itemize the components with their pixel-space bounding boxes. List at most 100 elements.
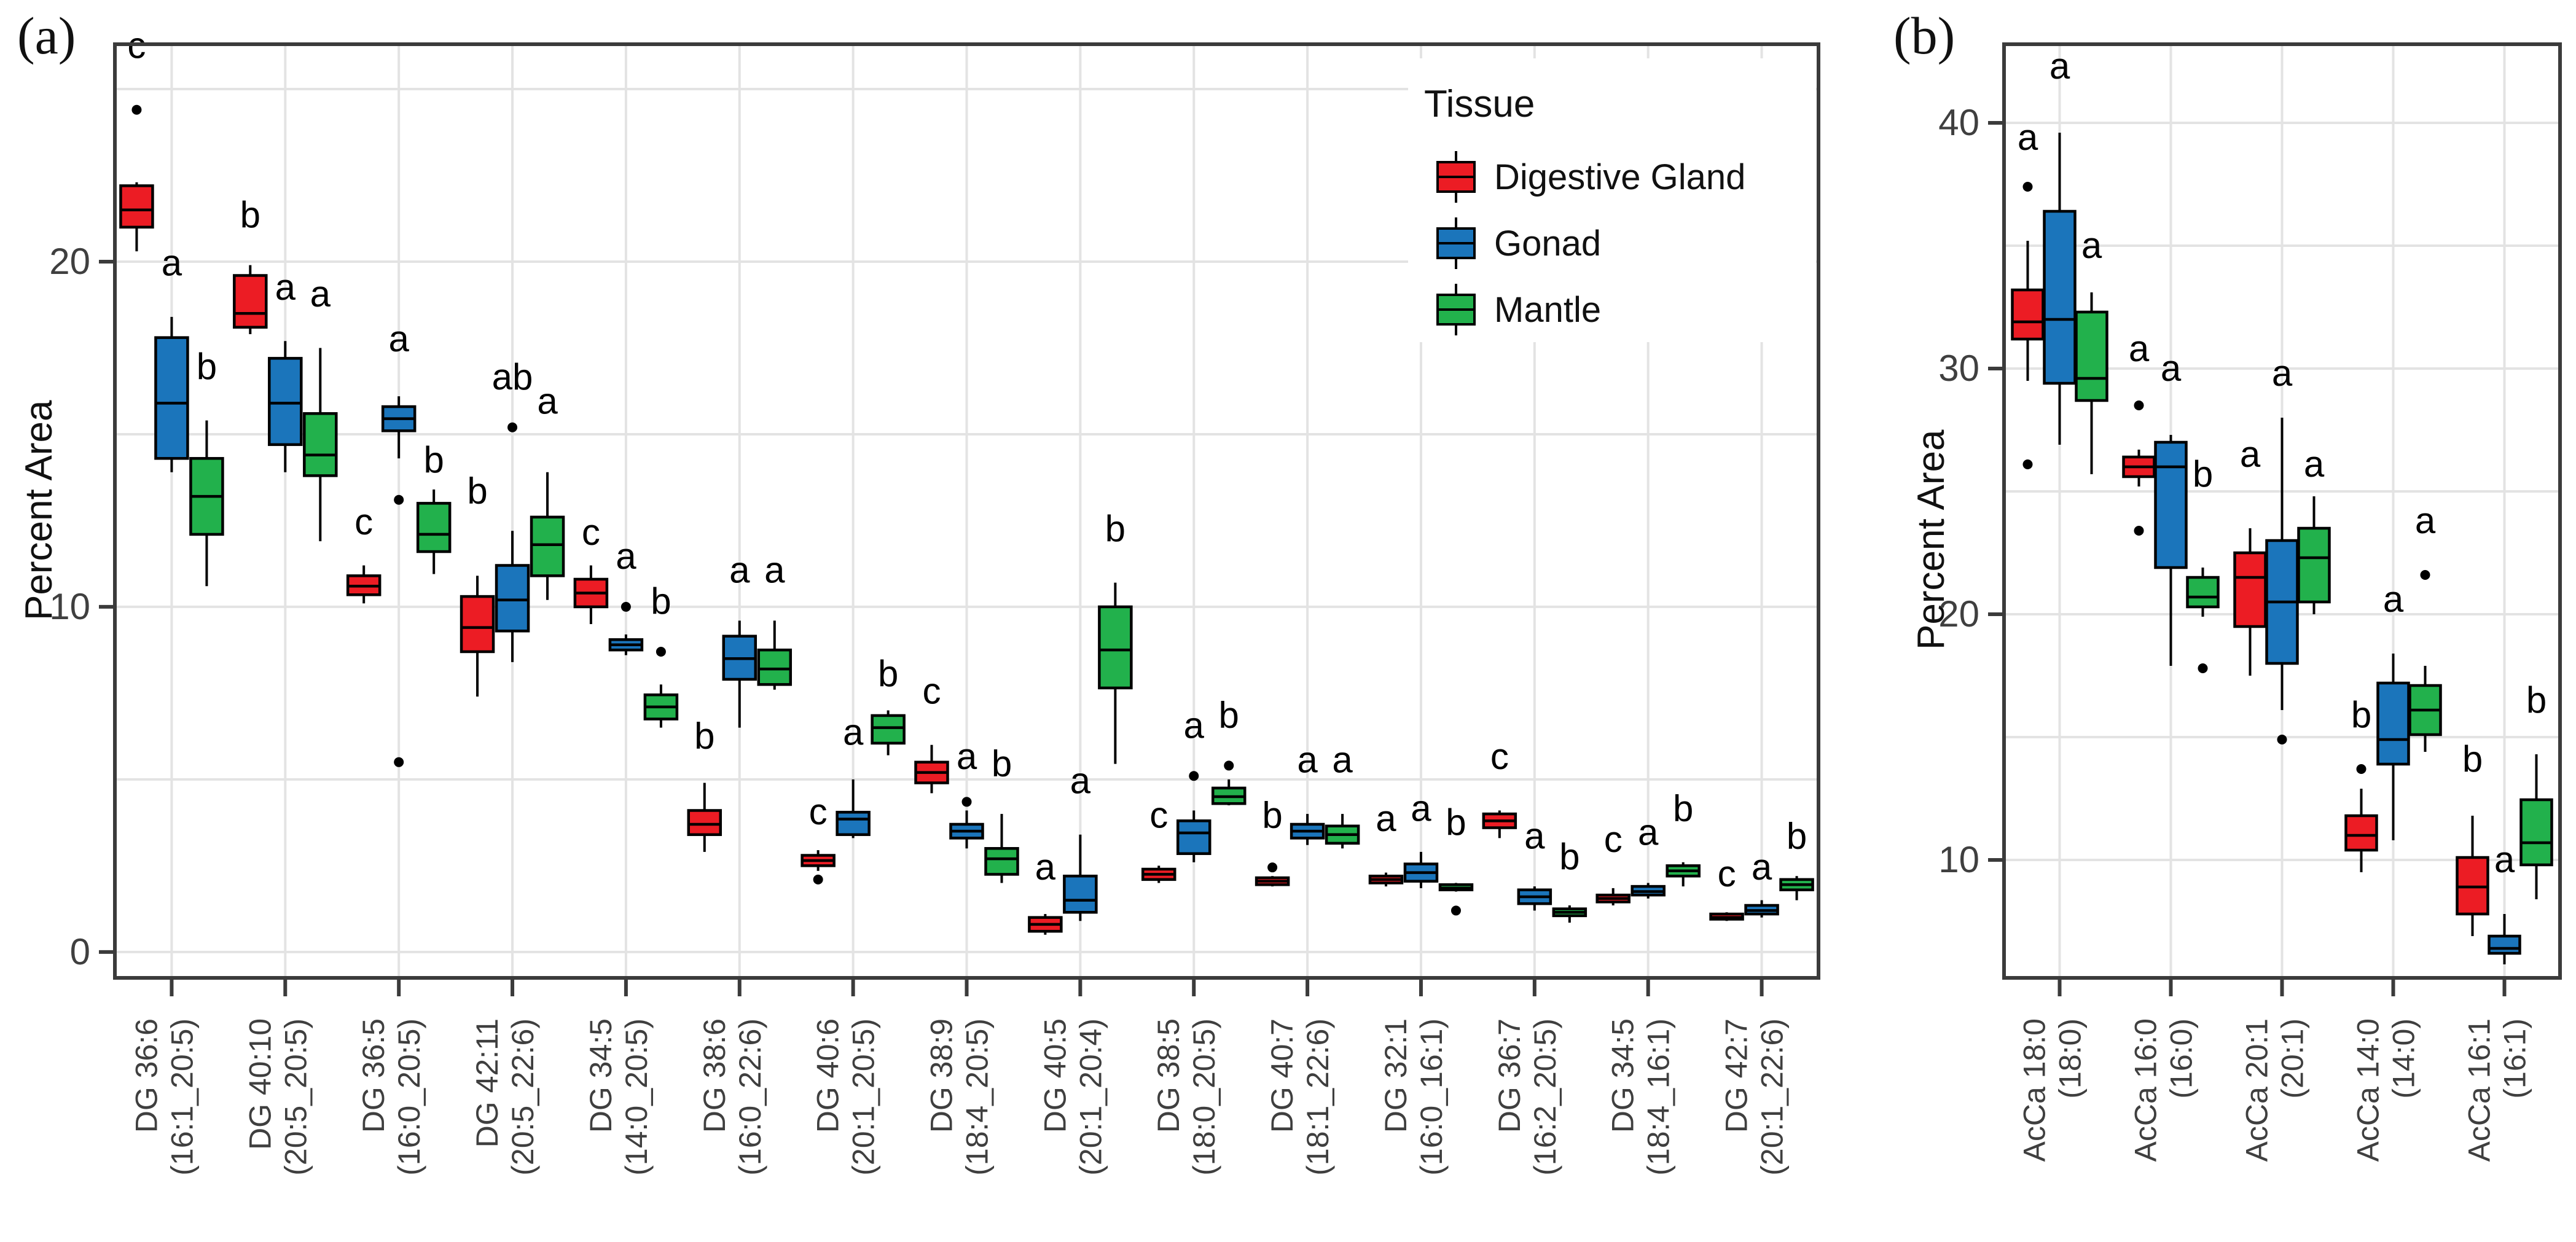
- outlier-dot: [2356, 764, 2367, 774]
- outlier-dot: [507, 422, 518, 432]
- x-tick-label-line2: (18:4_20:5): [960, 1018, 995, 1176]
- x-tick-label-line1: AcCa 20:1: [2240, 1018, 2274, 1162]
- x-tick-label-line1: DG 40:5: [1038, 1018, 1072, 1133]
- y-tick-label: 10: [49, 586, 90, 627]
- outlier-dot: [2134, 400, 2144, 410]
- sig-letter: b: [1219, 695, 1239, 736]
- outlier-dot: [1267, 862, 1278, 873]
- sig-letter: a: [2494, 839, 2515, 880]
- box-mantle: [303, 412, 338, 477]
- box-digestive-gland: [119, 184, 154, 229]
- sig-letter: a: [162, 242, 182, 283]
- outlier-dot: [394, 757, 404, 767]
- x-tick-label-line2: (18:0): [2053, 1018, 2088, 1099]
- sig-letter: b: [992, 743, 1012, 784]
- x-tick-label-line2: (16:1): [2498, 1018, 2532, 1099]
- box-mantle: [984, 847, 1019, 876]
- sig-letter: a: [1184, 705, 1205, 746]
- box-mantle: [416, 502, 452, 553]
- box-gonad: [154, 336, 189, 460]
- x-tick-label-line2: (16:1_20:5): [165, 1018, 199, 1176]
- x-tick-label-line1: DG 36:5: [356, 1018, 391, 1133]
- x-tick-label-line2: (14:0): [2387, 1018, 2421, 1099]
- x-tick-label-line2: (16:0_22:6): [733, 1018, 767, 1176]
- box-mantle: [2519, 798, 2553, 867]
- outlier-dot: [2198, 663, 2208, 673]
- sig-letter: a: [388, 318, 409, 359]
- legend-item-label: Mantle: [1494, 290, 1601, 330]
- outlier-dot: [2022, 182, 2033, 192]
- box-gonad: [2376, 681, 2410, 766]
- sig-letter: b: [1105, 508, 1126, 549]
- box-gonad: [1063, 874, 1098, 914]
- x-tick-label-line1: AcCa 18:0: [2018, 1018, 2052, 1162]
- outlier-dot: [2022, 459, 2033, 469]
- panel-b-label: (b): [1893, 6, 1955, 65]
- x-tick-label-line2: (20:1_20:4): [1073, 1018, 1108, 1176]
- box-gonad: [2043, 209, 2077, 385]
- x-tick-label-line1: DG 38:9: [925, 1018, 959, 1133]
- sig-letter: a: [2272, 353, 2293, 394]
- sig-letter: a: [275, 267, 296, 308]
- x-tick-label-line2: (20:5_22:6): [506, 1018, 540, 1176]
- sig-letter: a: [1752, 846, 1772, 888]
- y-tick-label: 20: [49, 241, 90, 282]
- legend-title: Tissue: [1424, 83, 1535, 125]
- sig-letter: b: [2193, 453, 2213, 494]
- sig-letter: c: [582, 512, 600, 553]
- x-tick-label-line2: (20:1_20:5): [847, 1018, 881, 1176]
- x-tick-label-line1: DG 36:6: [129, 1018, 163, 1133]
- x-tick-label-line2: (20:5_20:5): [278, 1018, 313, 1176]
- sig-letter: a: [1332, 740, 1353, 781]
- x-tick-label-line1: DG 40:10: [243, 1018, 277, 1150]
- panel-a-label: (a): [17, 6, 76, 65]
- sig-letter: a: [310, 273, 331, 314]
- outlier-dot: [394, 494, 404, 505]
- box-digestive-gland: [2011, 288, 2045, 341]
- sig-letter: c: [1718, 853, 1736, 894]
- x-tick-label-line2: (16:0_20:5): [392, 1018, 426, 1176]
- x-tick-label-line1: DG 38:5: [1151, 1018, 1186, 1133]
- box-digestive-gland: [2233, 551, 2267, 628]
- sig-letter: a: [2018, 117, 2038, 158]
- sig-letter: a: [764, 550, 785, 591]
- sig-letter: a: [2161, 348, 2182, 389]
- box-mantle: [871, 714, 906, 745]
- box-gonad: [2488, 934, 2521, 955]
- box-digestive-gland: [233, 274, 268, 329]
- box-mantle: [757, 648, 793, 686]
- sig-letter: a: [729, 550, 750, 591]
- outlier-dot: [961, 797, 972, 807]
- sig-letter: c: [1490, 736, 1509, 777]
- sig-letter: b: [1559, 836, 1580, 877]
- outlier-dot: [656, 646, 666, 657]
- box-mantle: [530, 515, 565, 577]
- box-digestive-gland: [460, 595, 495, 654]
- sig-letter: b: [467, 470, 487, 511]
- legend-background: [1408, 58, 1816, 342]
- sig-letter: b: [651, 580, 671, 622]
- box-mantle: [2297, 526, 2331, 604]
- sig-letter: a: [1035, 846, 1056, 888]
- x-tick-label-line2: (20:1_22:6): [1755, 1018, 1790, 1176]
- x-tick-label-line2: (20:1): [2276, 1018, 2310, 1099]
- sig-letter: a: [2383, 579, 2404, 620]
- sig-letter: a: [1297, 740, 1318, 781]
- sig-letter: b: [423, 439, 444, 480]
- sig-letter: a: [1070, 760, 1091, 801]
- x-tick-label-line2: (16:0_16:1): [1414, 1018, 1449, 1176]
- outlier-dot: [813, 874, 823, 885]
- box-mantle: [2075, 310, 2108, 402]
- y-tick-label: 30: [1938, 348, 1979, 389]
- legend-item-label: Gonad: [1494, 224, 1601, 264]
- x-tick-label-line2: (18:4_16:1): [1642, 1018, 1676, 1176]
- box-digestive-gland: [687, 809, 722, 837]
- y-tick-label: 40: [1938, 102, 1979, 143]
- y-tick-label: 20: [1938, 593, 1979, 635]
- outlier-dot: [1224, 760, 1234, 771]
- outlier-dot: [2134, 526, 2144, 536]
- outlier-dot: [2277, 735, 2287, 744]
- legend-item-label: Digestive Gland: [1494, 157, 1745, 197]
- sig-letter: ab: [492, 356, 533, 397]
